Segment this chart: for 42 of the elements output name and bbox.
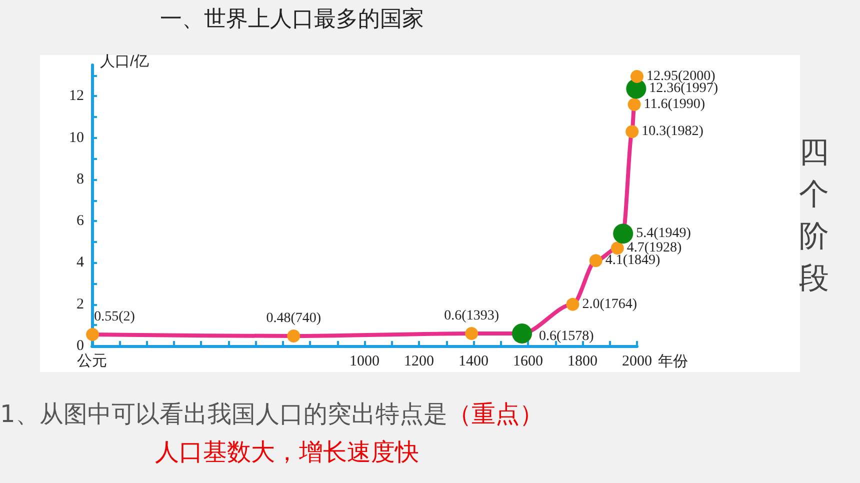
x-tick-label: 公元 <box>77 352 107 370</box>
point <box>628 98 641 112</box>
x-tick-label: 1600 <box>513 354 543 370</box>
text: 1、从图中可以看出我国人口的突出特点是 <box>0 400 448 428</box>
x-tick-label: 2000 <box>622 354 652 370</box>
point <box>630 70 644 83</box>
x-tick-label: 1400 <box>458 354 488 370</box>
data-label: 4.7(1928) <box>626 240 682 256</box>
data-label: 5.4(1949) <box>636 226 692 242</box>
data-label: 0.6(1578) <box>539 329 594 344</box>
data-label: 12.36(1997) <box>649 81 718 96</box>
point <box>610 242 624 255</box>
y-tick-label: 12 <box>69 88 84 104</box>
x-tick-label: 1000 <box>350 354 380 370</box>
data-label: 0.6(1393) <box>444 308 500 324</box>
text: 人口基数大，增长速度快 <box>155 437 419 468</box>
point <box>287 330 300 343</box>
y-tick-label: 8 <box>76 171 84 188</box>
data-label: 0.55(2) <box>94 310 136 325</box>
data-label: 4.1(1849) <box>605 253 661 268</box>
y-axis-title: 人口/亿 <box>100 53 150 70</box>
y-tick-label: 0 <box>76 338 84 354</box>
point <box>86 328 100 342</box>
text: （重点） <box>447 400 544 428</box>
point <box>465 327 478 340</box>
y-tick-label: 2 <box>76 296 84 312</box>
chart-title: 一、世界上人口最多的国家 <box>160 6 424 34</box>
data-label: 0.48(740) <box>266 311 322 326</box>
data-label: 11.6(1990) <box>644 97 706 112</box>
data-label: 2.0(1764) <box>582 296 638 312</box>
point <box>626 125 639 138</box>
x-axis-title: 年份 <box>658 353 688 370</box>
x-tick-label: 1800 <box>568 354 598 370</box>
y-tick-label: 4 <box>76 254 84 271</box>
text: 四个阶段 <box>798 134 830 298</box>
data-label: 12.95(2000) <box>646 68 716 84</box>
y-tick-label: 6 <box>76 213 84 230</box>
point <box>589 254 602 268</box>
y-tick-label: 10 <box>69 130 84 146</box>
x-tick-label: 1200 <box>404 354 434 370</box>
data-label: 10.3(1982) <box>642 124 704 140</box>
point <box>566 298 580 311</box>
